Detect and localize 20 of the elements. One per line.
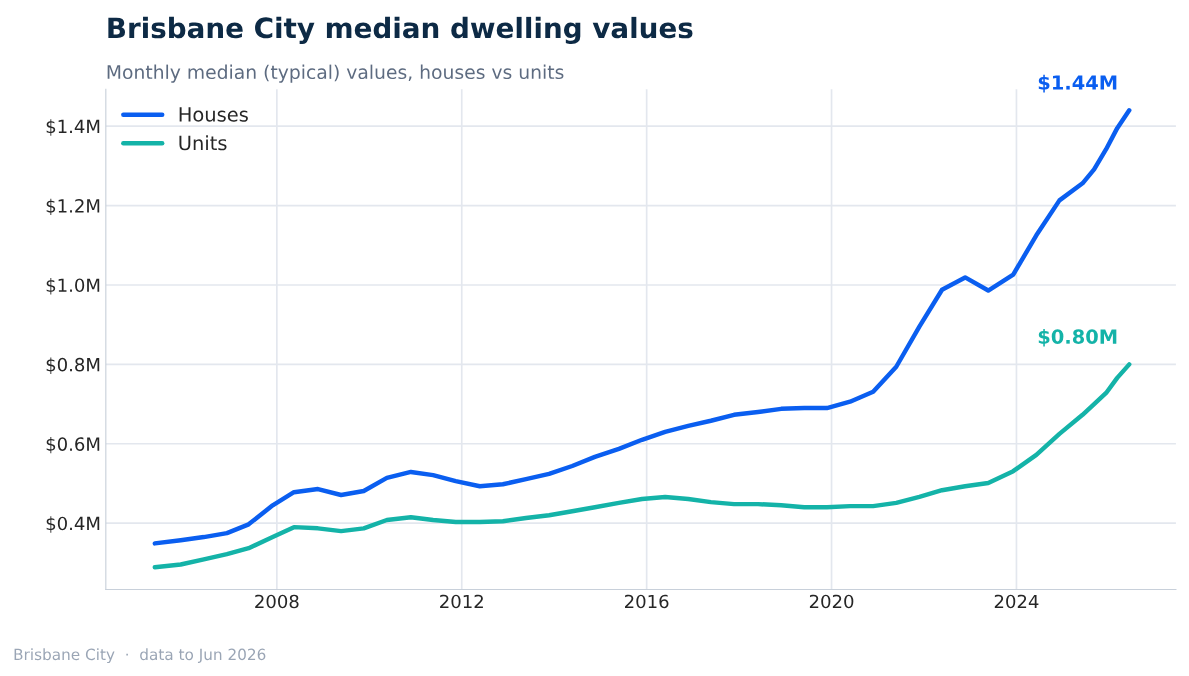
annotation: $0.80M <box>1038 328 1117 347</box>
x-tick-label: 2008 <box>255 594 299 609</box>
annotation: $1.44M <box>1038 74 1117 93</box>
y-tick-label: $1.2M <box>46 198 100 216</box>
y-tick-label: $0.8M <box>46 357 100 374</box>
y-tick-label: $0.4M <box>46 516 100 533</box>
y-tick-label: $1.0M <box>46 278 100 295</box>
chart-subtitle: Monthly median (typical) values, houses vs units <box>107 64 564 83</box>
chart-title: Brisbane City median dwelling values <box>108 16 693 44</box>
x-tick-label: 2020 <box>809 594 854 609</box>
x-tick-label: 2016 <box>625 594 669 609</box>
y-tick-label: $1.4M <box>46 119 100 136</box>
y-tick-label: $0.6M <box>46 436 100 454</box>
text: Brisbane City · data to Jun 2026 <box>14 648 266 664</box>
legend-label: Units <box>179 135 227 151</box>
legend-label: Houses <box>179 107 248 122</box>
x-tick-label: 2024 <box>994 594 1039 609</box>
line-series <box>152 108 1132 546</box>
line-series <box>152 362 1132 570</box>
x-tick-label: 2012 <box>440 594 483 609</box>
